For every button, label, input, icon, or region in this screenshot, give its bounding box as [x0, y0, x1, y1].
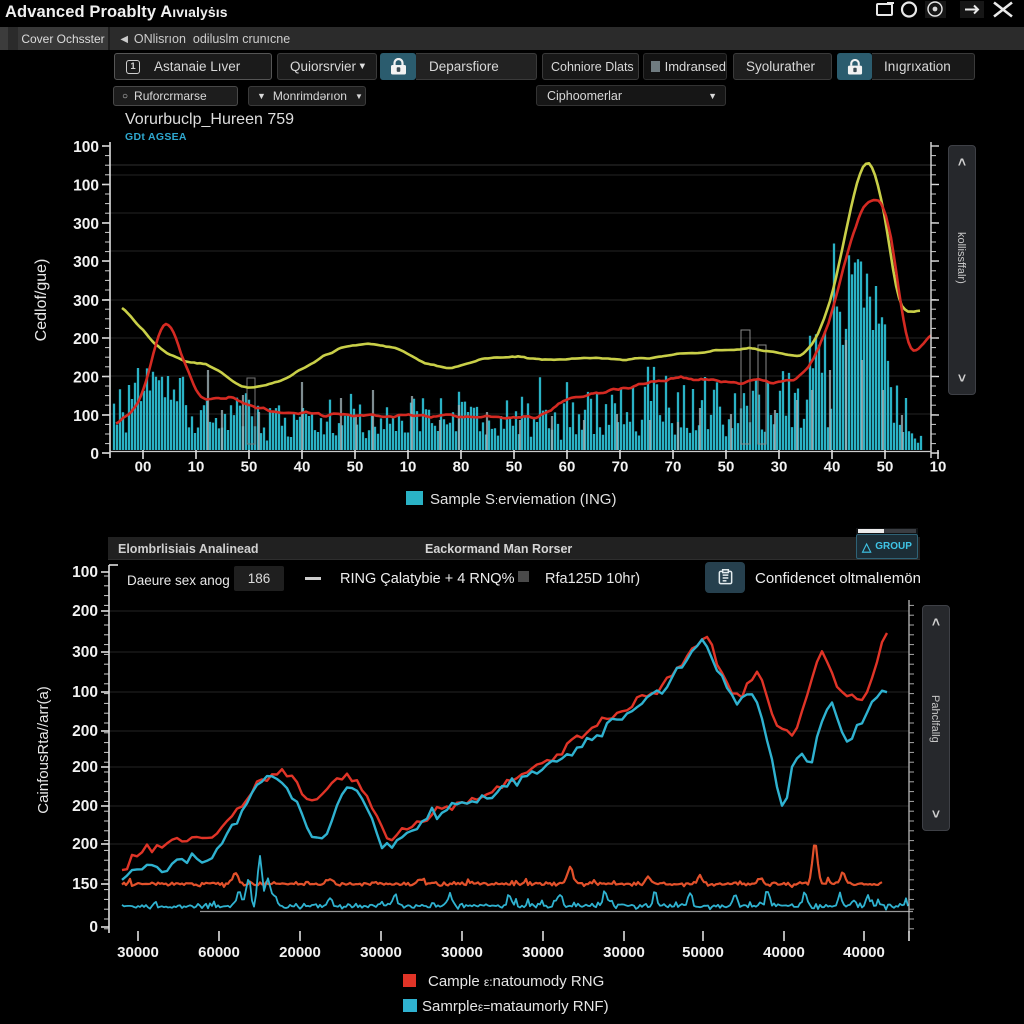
svg-text:200: 200	[72, 836, 98, 853]
svg-text:10: 10	[930, 459, 947, 476]
svg-text:200: 200	[72, 759, 98, 776]
svg-text:100: 100	[73, 178, 99, 195]
svg-text:50: 50	[347, 459, 364, 476]
svg-text:70: 70	[665, 459, 682, 476]
svg-text:200: 200	[72, 723, 98, 740]
svg-text:GDt AGSEA: GDt AGSEA	[125, 131, 187, 143]
svg-text:30000: 30000	[117, 944, 159, 961]
svg-text:30000: 30000	[603, 944, 645, 961]
svg-text:100: 100	[73, 408, 99, 425]
svg-text:300: 300	[73, 216, 99, 233]
svg-text:300: 300	[73, 293, 99, 310]
svg-text:00: 00	[135, 459, 152, 476]
svg-text:30: 30	[771, 459, 788, 476]
svg-text:40000: 40000	[843, 944, 885, 961]
svg-text:Samrpleε=mataumorly RNF): Samrpleε=mataumorly RNF)	[422, 998, 609, 1015]
svg-text:20000: 20000	[279, 944, 321, 961]
svg-text:200: 200	[73, 370, 99, 387]
svg-text:100: 100	[72, 684, 98, 701]
svg-text:50: 50	[877, 459, 894, 476]
svg-text:300: 300	[73, 254, 99, 271]
svg-text:100: 100	[72, 564, 98, 581]
svg-text:60000: 60000	[198, 944, 240, 961]
svg-text:60: 60	[559, 459, 576, 476]
svg-text:50: 50	[241, 459, 258, 476]
svg-text:50: 50	[718, 459, 735, 476]
svg-text:200: 200	[73, 331, 99, 348]
svg-text:150: 150	[72, 876, 98, 893]
svg-text:0: 0	[90, 446, 99, 463]
svg-text:40: 40	[294, 459, 311, 476]
svg-text:Cample ε:natoumody RNG: Cample ε:natoumody RNG	[428, 973, 604, 990]
svg-text:300: 300	[72, 644, 98, 661]
svg-text:200: 200	[72, 798, 98, 815]
svg-text:30000: 30000	[360, 944, 402, 961]
svg-text:Vorurbuclp_Hureen 759: Vorurbuclp_Hureen 759	[125, 111, 294, 128]
svg-text:40000: 40000	[763, 944, 805, 961]
svg-text:Sample S:erviemation (ING): Sample S:erviemation (ING)	[430, 491, 616, 508]
svg-text:10: 10	[400, 459, 417, 476]
svg-text:80: 80	[453, 459, 470, 476]
svg-text:100: 100	[73, 139, 99, 156]
svg-text:CainfousRta//arr(a): CainfousRta//arr(a)	[35, 686, 52, 814]
svg-text:30000: 30000	[522, 944, 564, 961]
svg-text:40: 40	[824, 459, 841, 476]
svg-text:0: 0	[89, 919, 98, 936]
svg-text:50000: 50000	[682, 944, 724, 961]
svg-text:10: 10	[188, 459, 205, 476]
svg-text:200: 200	[72, 603, 98, 620]
svg-text:Cedlof/gue): Cedlof/gue)	[33, 259, 50, 342]
svg-text:70: 70	[612, 459, 629, 476]
svg-text:30000: 30000	[441, 944, 483, 961]
svg-text:50: 50	[506, 459, 523, 476]
